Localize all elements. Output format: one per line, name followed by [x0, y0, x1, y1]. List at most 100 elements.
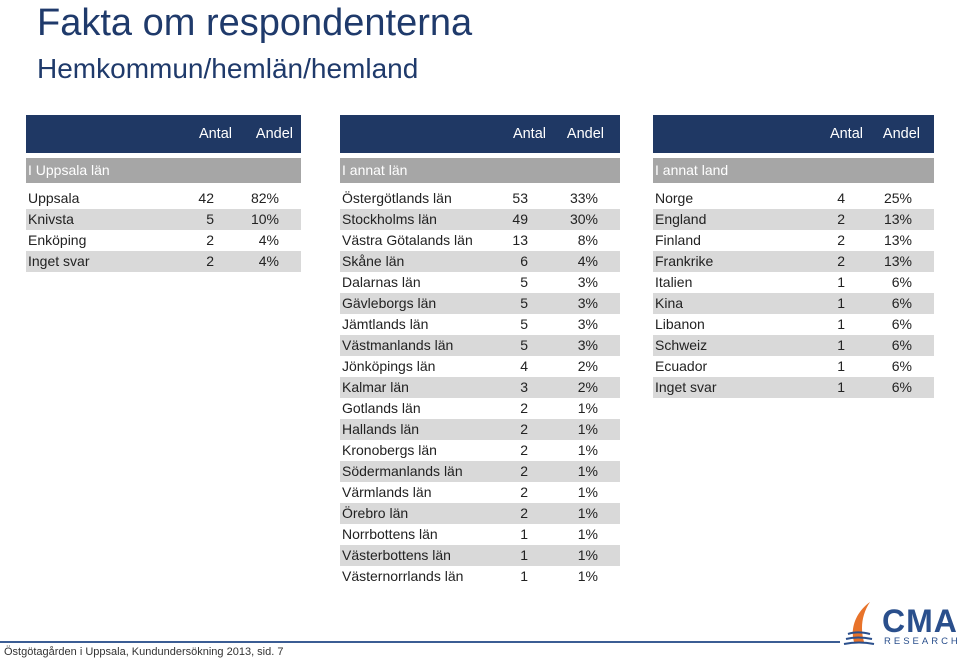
row-label: Östergötlands län: [340, 188, 490, 209]
cma-logo-icon: [843, 602, 875, 645]
table-row: Norrbottens län 1 1%: [340, 524, 620, 545]
row-label: Schweiz: [653, 335, 803, 356]
table-row: Västra Götalands län 13 8%: [340, 230, 620, 251]
row-antal: 1: [490, 524, 550, 545]
row-andel: 3%: [550, 293, 620, 314]
row-label: Frankrike: [653, 251, 803, 272]
header-empty: [26, 115, 171, 153]
row-antal: 2: [490, 398, 550, 419]
table-row: Skåne län 6 4%: [340, 251, 620, 272]
table-row: Västerbottens län 1 1%: [340, 545, 620, 566]
row-antal: 3: [490, 377, 550, 398]
row-andel: 13%: [867, 251, 934, 272]
table-row: Östergötlands län 53 33%: [340, 188, 620, 209]
header-empty: [340, 115, 490, 153]
row-andel: 1%: [550, 419, 620, 440]
row-andel: 6%: [867, 356, 934, 377]
row-label: Uppsala: [26, 188, 171, 209]
table-row: Inget svar 2 4%: [26, 251, 301, 272]
table-row: Västernorrlands län 1 1%: [340, 566, 620, 587]
table-row: England 2 13%: [653, 209, 934, 230]
row-label: Värmlands län: [340, 482, 490, 503]
table-row: Inget svar 1 6%: [653, 377, 934, 398]
table-row: Jönköpings län 4 2%: [340, 356, 620, 377]
section-header: I annat land: [653, 158, 934, 183]
header-antal: Antal: [171, 115, 236, 153]
row-label: Italien: [653, 272, 803, 293]
row-label: Ecuador: [653, 356, 803, 377]
row-antal: 1: [803, 272, 867, 293]
row-andel: 25%: [867, 188, 934, 209]
row-andel: 3%: [550, 335, 620, 356]
table-row: Örebro län 2 1%: [340, 503, 620, 524]
table-row: Italien 1 6%: [653, 272, 934, 293]
section-header: I annat län: [340, 158, 620, 183]
row-andel: 6%: [867, 335, 934, 356]
table-row: Schweiz 1 6%: [653, 335, 934, 356]
row-antal: 5: [171, 209, 236, 230]
row-andel: 1%: [550, 566, 620, 587]
row-andel: 2%: [550, 377, 620, 398]
row-andel: 4%: [236, 230, 301, 251]
row-andel: 3%: [550, 314, 620, 335]
row-antal: 4: [490, 356, 550, 377]
row-andel: 6%: [867, 314, 934, 335]
row-antal: 1: [490, 566, 550, 587]
row-label: Norrbottens län: [340, 524, 490, 545]
row-label: Västernorrlands län: [340, 566, 490, 587]
header-empty: [653, 115, 803, 153]
table-header-row: Antal Andel: [26, 115, 301, 153]
row-antal: 2: [490, 419, 550, 440]
row-label: Finland: [653, 230, 803, 251]
row-label: Norge: [653, 188, 803, 209]
table-row: Ecuador 1 6%: [653, 356, 934, 377]
row-antal: 2: [490, 503, 550, 524]
row-label: Kronobergs län: [340, 440, 490, 461]
table-uppsala-lan: Antal Andel I Uppsala län Uppsala 42 82% Kn…: [26, 115, 301, 272]
section-label: I annat land: [653, 158, 934, 183]
row-antal: 53: [490, 188, 550, 209]
row-antal: 5: [490, 272, 550, 293]
row-label: Kalmar län: [340, 377, 490, 398]
table-row: Kalmar län 3 2%: [340, 377, 620, 398]
row-antal: 1: [490, 545, 550, 566]
table-row: Jämtlands län 5 3%: [340, 314, 620, 335]
row-antal: 4: [803, 188, 867, 209]
row-label: Inget svar: [653, 377, 803, 398]
row-andel: 10%: [236, 209, 301, 230]
row-andel: 4%: [236, 251, 301, 272]
page-title: Fakta om respondenterna: [37, 2, 473, 44]
row-label: Libanon: [653, 314, 803, 335]
row-andel: 33%: [550, 188, 620, 209]
row-andel: 1%: [550, 545, 620, 566]
row-andel: 1%: [550, 440, 620, 461]
row-antal: 2: [803, 209, 867, 230]
row-antal: 2: [490, 440, 550, 461]
row-antal: 2: [171, 230, 236, 251]
row-antal: 5: [490, 335, 550, 356]
row-label: Dalarnas län: [340, 272, 490, 293]
row-label: Skåne län: [340, 251, 490, 272]
header-antal: Antal: [490, 115, 550, 153]
header-andel: Andel: [550, 115, 620, 153]
header-antal: Antal: [803, 115, 867, 153]
row-andel: 6%: [867, 377, 934, 398]
row-antal: 1: [803, 335, 867, 356]
row-antal: 2: [490, 461, 550, 482]
row-antal: 2: [490, 482, 550, 503]
table-row: Dalarnas län 5 3%: [340, 272, 620, 293]
row-antal: 5: [490, 293, 550, 314]
table-row: Värmlands län 2 1%: [340, 482, 620, 503]
row-label: Västra Götalands län: [340, 230, 490, 251]
table-row: Kronobergs län 2 1%: [340, 440, 620, 461]
row-label: Jämtlands län: [340, 314, 490, 335]
row-antal: 13: [490, 230, 550, 251]
row-andel: 13%: [867, 230, 934, 251]
table-row: Uppsala 42 82%: [26, 188, 301, 209]
row-andel: 4%: [550, 251, 620, 272]
row-andel: 1%: [550, 503, 620, 524]
row-andel: 3%: [550, 272, 620, 293]
row-label: Knivsta: [26, 209, 171, 230]
table-row: Frankrike 2 13%: [653, 251, 934, 272]
table-row: Knivsta 5 10%: [26, 209, 301, 230]
